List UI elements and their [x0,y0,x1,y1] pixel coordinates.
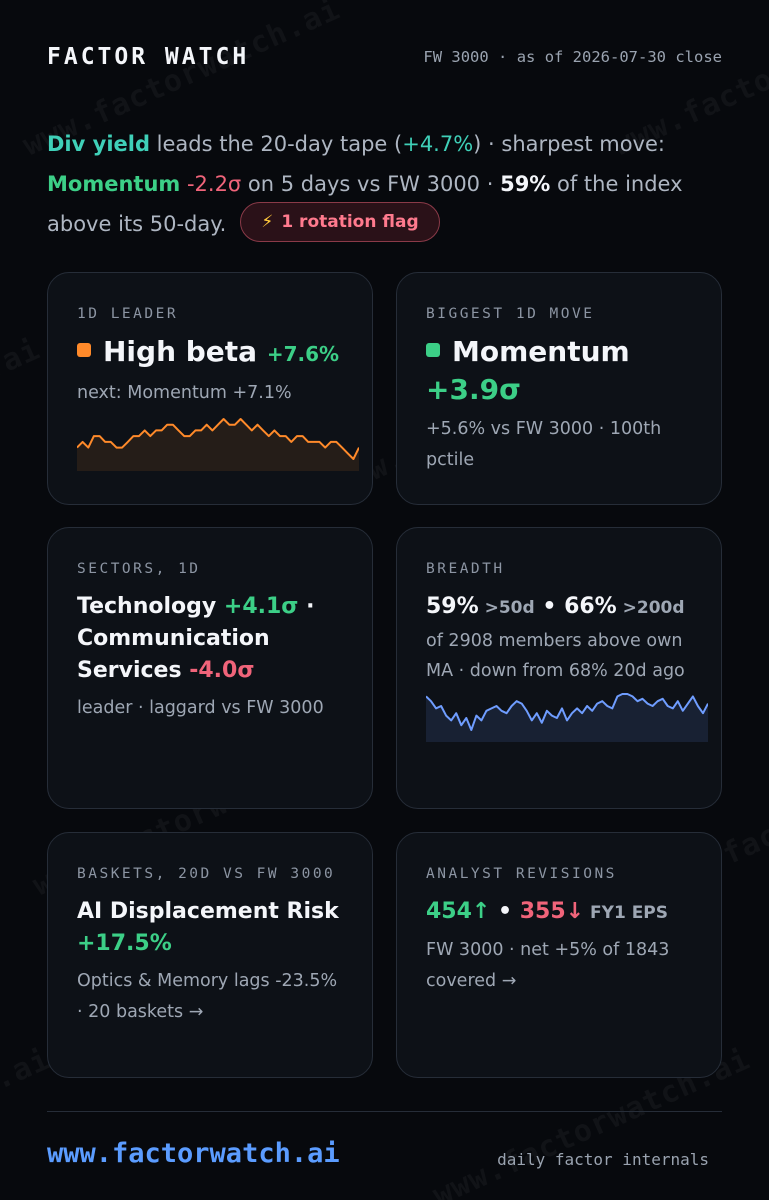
sparkline-area [77,419,359,471]
footer-url-link[interactable]: www.factorwatch.ai [47,1138,340,1169]
lightning-icon: ⚡ [261,212,274,232]
summary-breadth-pct: 59% [500,172,551,196]
summary-text-part: on 5 days vs FW 3000 · [241,172,501,196]
leader-name: High beta [103,335,258,368]
summary-text-part: leads the 20-day tape ( [150,132,403,156]
breadth-200d-value: 66% [564,594,617,619]
revisions-card[interactable]: ANALYST REVISIONS 454↑ • 355↓ FY1 EPS FW… [396,832,722,1078]
high-beta-color-dot [77,343,91,357]
mover-desc: +5.6% vs FW 3000 · 100th pctile [426,419,662,470]
sparkline-line [77,418,359,460]
mover-name: Momentum [452,335,630,368]
basket-value: +17.5% [77,931,172,956]
card-label: BASKETS, 20D VS FW 3000 [77,866,336,882]
breadth-headline: 59% >50d • 66% >200d [426,591,693,624]
card-label: ANALYST REVISIONS [426,866,617,882]
revisions-desc: FW 3000 · net +5% of 1843 covered → [426,940,670,991]
biggest-move-card[interactable]: BIGGEST 1D MOVE Momentum +3.9σ +5.6% vs … [396,272,722,505]
card-label: 1D LEADER [77,306,179,322]
rotation-flag-label: 1 rotation flag [281,212,419,232]
revisions-up: 454↑ [426,899,491,924]
basket-name: AI Displacement Risk [77,899,339,924]
sector-laggard: Communication Services [77,626,270,683]
summary-leader-name: Div yield [47,132,150,156]
separator: · [298,594,315,619]
breadth-desc: of 2908 members above own MA · down from… [426,631,685,681]
sectors-headline: Technology +4.1σ · Communication Service… [77,591,344,687]
summary-mover-value: -2.2σ [180,172,242,196]
leader-sparkline [77,418,359,471]
leader-card[interactable]: 1D LEADER High beta +7.6% next: Momentum… [47,272,373,505]
sparkline-line [426,693,708,731]
separator: • [534,594,565,619]
card-label: SECTORS, 1D [77,561,201,577]
card-label: BREADTH [426,561,505,577]
revisions-down: 355↓ [519,899,585,924]
sectors-card[interactable]: SECTORS, 1D Technology +4.1σ · Communica… [47,527,373,809]
watermark: www.factorwatch.ai [0,1042,55,1200]
breadth-card[interactable]: BREADTH 59% >50d • 66% >200d of 2908 mem… [396,527,722,809]
summary-text-part: ) · sharpest move: [473,132,665,156]
summary-mover-name: Momentum [47,172,181,196]
breadth-200d-label: >200d [616,598,685,618]
brand-title: FACTOR WATCH [47,44,250,70]
summary-leader-value: +4.7% [402,132,474,156]
revisions-tag: FY1 EPS [584,903,669,923]
sectors-desc: leader · laggard vs FW 3000 [77,698,324,718]
summary-text-part: of the index above its 50-day. [47,172,683,236]
baskets-desc: Optics & Memory lags -23.5% · 20 baskets… [77,971,338,1022]
footer-divider [47,1111,722,1112]
watermark: www.factorwatch.ai [0,332,45,504]
header: FACTOR WATCH FW 3000 · as of 2026-07-30 … [47,42,722,72]
revisions-headline: 454↑ • 355↓ FY1 EPS [426,896,693,929]
leader-next: next: Momentum +7.1% [77,383,292,403]
card-label: BIGGEST 1D MOVE [426,306,595,322]
sector-leader-value: +4.1σ [216,594,299,619]
separator: • [490,899,520,924]
breadth-50d-label: >50d [478,598,535,618]
breadth-50d-value: 59% [426,594,479,619]
sector-laggard-value: -4.0σ [181,658,255,683]
baskets-card[interactable]: BASKETS, 20D VS FW 3000 AI Displacement … [47,832,373,1078]
momentum-color-dot [426,343,440,357]
summary-text: Div yield leads the 20-day tape (+4.7%) … [47,124,729,245]
mover-headline: Momentum [426,334,693,370]
rotation-flag-button[interactable]: ⚡ 1 rotation flag [240,202,440,242]
as-of-date: FW 3000 · as of 2026-07-30 close [423,48,722,66]
sector-leader: Technology [77,594,217,619]
leader-value: +7.6% [266,342,340,366]
footer-tagline: daily factor internals [497,1150,709,1169]
leader-headline: High beta +7.6% [77,334,344,372]
mover-value: +3.9σ [426,373,521,406]
breadth-sparkline [426,693,708,742]
